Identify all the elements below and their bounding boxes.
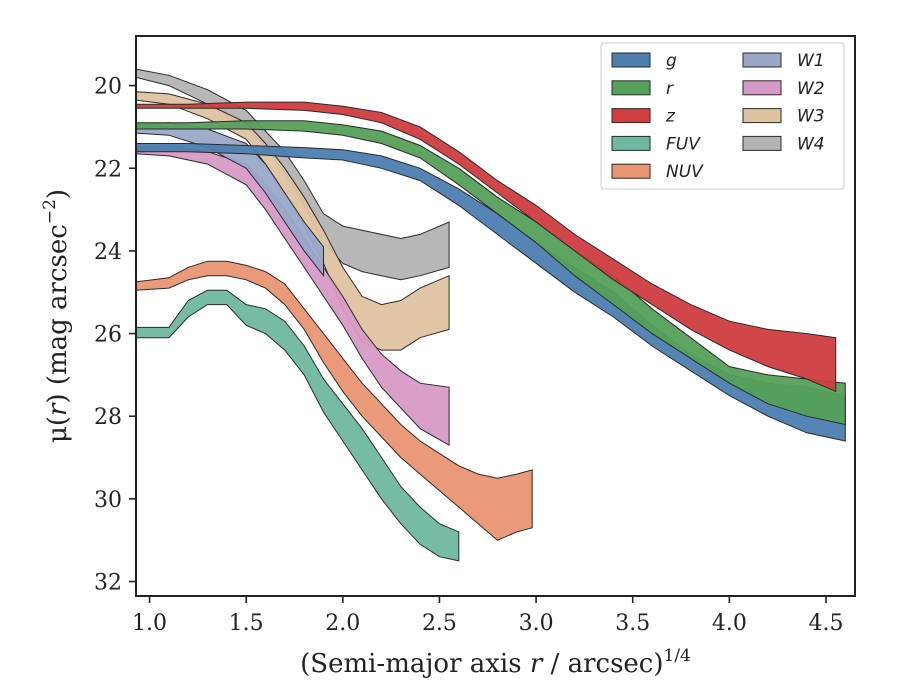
legend-label-r: r xyxy=(666,79,674,99)
x-tick-label: 2.0 xyxy=(325,611,360,636)
x-tick-label: 3.0 xyxy=(519,611,554,636)
y-axis-ticks: 20 22 24 26 28 30 32 xyxy=(94,75,136,596)
profile-bands xyxy=(136,68,846,562)
y-axis-label-pre: μ( xyxy=(43,416,73,443)
y-tick-label: 30 xyxy=(94,488,122,513)
y-tick-label: 20 xyxy=(94,75,122,100)
x-tick-label: 3.5 xyxy=(615,611,650,636)
band-w3 xyxy=(136,91,450,351)
legend-label-z: z xyxy=(665,107,676,127)
x-axis-label: (Semi-major axis r / arcsec)1/4 xyxy=(300,646,691,679)
legend-swatch-w1 xyxy=(742,52,782,68)
plot-frame xyxy=(135,35,856,597)
legend-label-w4: W4 xyxy=(797,134,825,154)
y-axis-label-var: r xyxy=(43,402,73,416)
legend-swatch-g xyxy=(611,52,651,68)
legend-label-fuv: FUV xyxy=(666,134,701,154)
x-axis-label-pre: (Semi-major axis xyxy=(300,649,530,679)
band-fuv xyxy=(136,289,460,562)
legend-label-w3: W3 xyxy=(797,107,825,127)
legend-box xyxy=(600,42,845,190)
legend-swatch-r xyxy=(611,80,651,96)
x-axis-label-var: r xyxy=(530,649,544,679)
band-z xyxy=(136,101,837,393)
y-tick-label: 26 xyxy=(94,323,122,348)
band-g xyxy=(136,143,846,442)
y-axis-label-mid: ) (mag arcsec xyxy=(43,224,73,403)
x-tick-label: 4.5 xyxy=(809,611,844,636)
x-tick-label: 1.5 xyxy=(229,611,264,636)
x-axis-label-mid: / arcsec) xyxy=(542,649,663,679)
y-tick-label: 32 xyxy=(94,571,122,596)
legend-swatch-w3 xyxy=(742,108,782,124)
y-tick-label: 28 xyxy=(94,405,122,430)
band-r xyxy=(136,120,846,426)
y-axis-label-post: ) xyxy=(43,189,73,199)
legend-swatch-w4 xyxy=(742,135,782,151)
x-axis-label-sup: 1/4 xyxy=(664,646,691,666)
legend: grz FUV NUV W1 W2 W3 W4 xyxy=(600,42,845,190)
legend-label-nuv: NUV xyxy=(666,162,704,182)
band-nuv xyxy=(136,260,533,541)
legend-label-w1: W1 xyxy=(797,51,825,71)
legend-swatch-w2 xyxy=(742,80,782,96)
y-axis-label-sup: −2 xyxy=(40,199,60,224)
x-tick-label: 4.0 xyxy=(712,611,747,636)
legend-items: grz FUV NUV W1 W2 W3 W4 xyxy=(611,51,825,182)
legend-swatch-nuv xyxy=(611,163,651,179)
x-axis-ticks: 1.0 1.5 2.0 2.5 3.0 3.5 4.0 4.5 xyxy=(132,596,844,636)
y-axis-label: μ(r) (mag arcsec−2) xyxy=(40,189,73,443)
legend-swatch-z xyxy=(611,108,651,124)
y-tick-label: 22 xyxy=(94,157,122,182)
y-tick-label: 24 xyxy=(94,240,122,265)
x-tick-label: 1.0 xyxy=(132,611,167,636)
legend-label-w2: W2 xyxy=(797,79,825,99)
legend-swatch-fuv xyxy=(611,135,651,151)
x-tick-label: 2.5 xyxy=(422,611,457,636)
legend-label-g: g xyxy=(666,51,677,71)
